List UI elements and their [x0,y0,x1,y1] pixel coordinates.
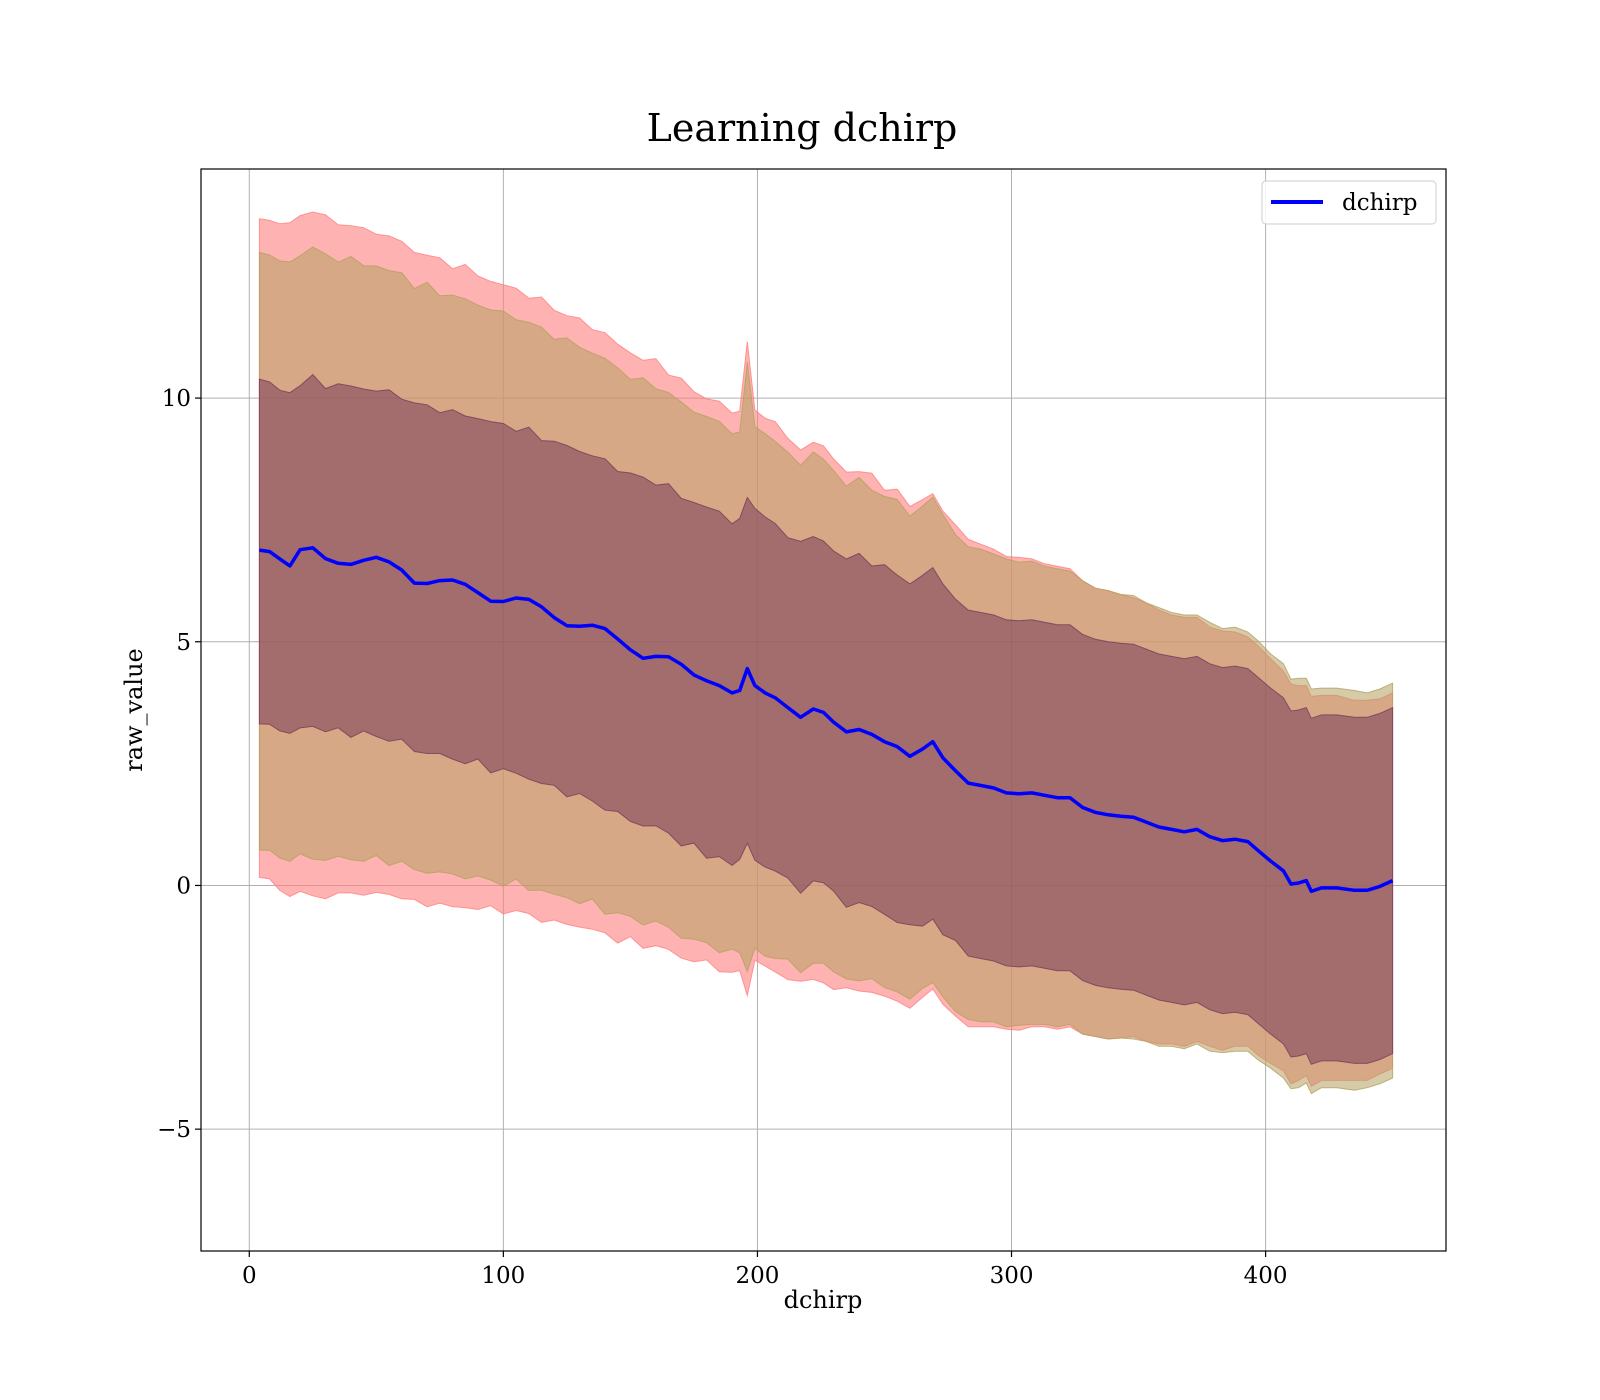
x-tick-label: 300 [990,1263,1034,1289]
x-tick-label: 400 [1244,1263,1288,1289]
confidence-bands [258,211,1394,1095]
chart-title: Learning dchirp [647,106,958,150]
plot-frame [200,168,1447,1252]
x-tick-label: 0 [242,1263,257,1289]
x-tick-label: 200 [735,1263,779,1289]
y-tick-label: 5 [176,630,191,656]
legend-box [1261,180,1437,225]
series-line-dchirp [259,546,1394,894]
band-inner [258,373,1394,1065]
y-tick-label: 10 [162,386,191,412]
y-tick-label: −5 [157,1117,191,1143]
legend: dchirp [1261,180,1437,225]
legend-label-dchirp: dchirp [1342,190,1418,216]
axis-ticks: 0 100 200 300 400 −5 0 5 10 [157,386,1287,1289]
y-axis-label: raw_value [120,648,148,772]
series-lines [259,546,1394,894]
y-tick-label: 0 [176,873,191,899]
x-axis-label: dchirp [784,1286,863,1314]
x-tick-label: 100 [481,1263,525,1289]
